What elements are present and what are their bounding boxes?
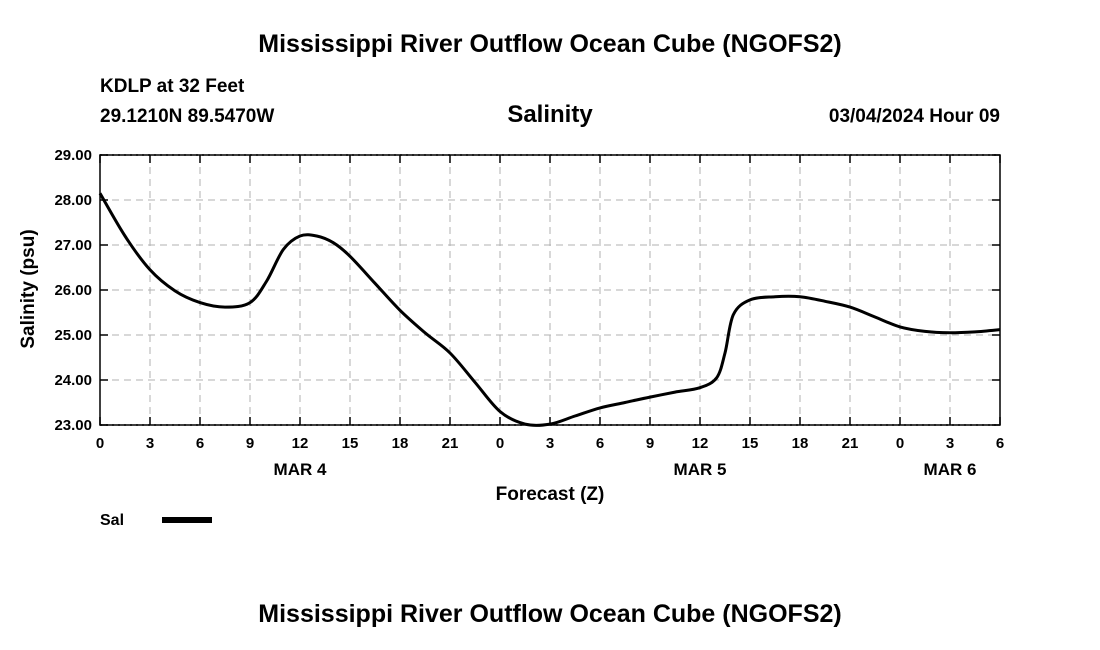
x-tick-label: 6 (596, 435, 604, 452)
variable-title: Salinity (507, 101, 593, 128)
x-tick-label: 6 (996, 435, 1004, 452)
x-tick-label: 6 (196, 435, 204, 452)
chart-title: Mississippi River Outflow Ocean Cube (NG… (258, 30, 842, 58)
ticks-layer (99, 154, 1001, 426)
y-tick-label: 29.00 (54, 147, 92, 164)
x-tick-label: 9 (246, 435, 254, 452)
day-label: MAR 5 (674, 460, 727, 479)
footer-title: Mississippi River Outflow Ocean Cube (NG… (258, 600, 842, 628)
y-tick-label: 28.00 (54, 192, 92, 209)
grid-layer (100, 154, 1000, 426)
x-tick-label: 18 (792, 435, 809, 452)
y-tick-label: 27.00 (54, 237, 92, 254)
x-tick-label: 12 (692, 435, 709, 452)
legend-swatch-sal (162, 517, 212, 523)
series-layer (98, 192, 1001, 427)
x-tick-label: 3 (946, 435, 954, 452)
x-tick-label: 18 (392, 435, 409, 452)
x-tick-label: 12 (292, 435, 309, 452)
y-tick-label: 24.00 (54, 372, 92, 389)
x-tick-label: 0 (496, 435, 504, 452)
day-label: MAR 4 (274, 460, 327, 479)
x-tick-label: 0 (896, 435, 904, 452)
x-tick-label: 21 (442, 435, 459, 452)
x-tick-label: 15 (742, 435, 759, 452)
y-tick-label: 26.00 (54, 282, 92, 299)
day-label: MAR 6 (924, 460, 977, 479)
x-tick-label: 3 (146, 435, 154, 452)
y-axis-title: Salinity (psu) (18, 229, 39, 348)
x-axis-title: Forecast (Z) (496, 484, 605, 505)
x-tick-label: 3 (546, 435, 554, 452)
station-coords: 29.1210N 89.5470W (100, 106, 275, 127)
x-tick-label: 15 (342, 435, 359, 452)
y-tick-label: 25.00 (54, 327, 92, 344)
x-tick-label: 0 (96, 435, 104, 452)
y-tick-label: 23.00 (54, 417, 92, 434)
legend-label-sal: Sal (100, 512, 124, 529)
labels-layer: 0 3 6 9 12 15 18 21 0 3 6 9 12 15 18 21 0 3 6 23.00 24.00 25.… (54, 147, 1004, 479)
x-tick-label: 9 (646, 435, 654, 452)
series-line-sal (98, 192, 1001, 427)
forecast-datetime: 03/04/2024 Hour 09 (828, 106, 1000, 127)
station-label: KDLP at 32 Feet (100, 76, 245, 97)
x-tick-label: 21 (842, 435, 859, 452)
